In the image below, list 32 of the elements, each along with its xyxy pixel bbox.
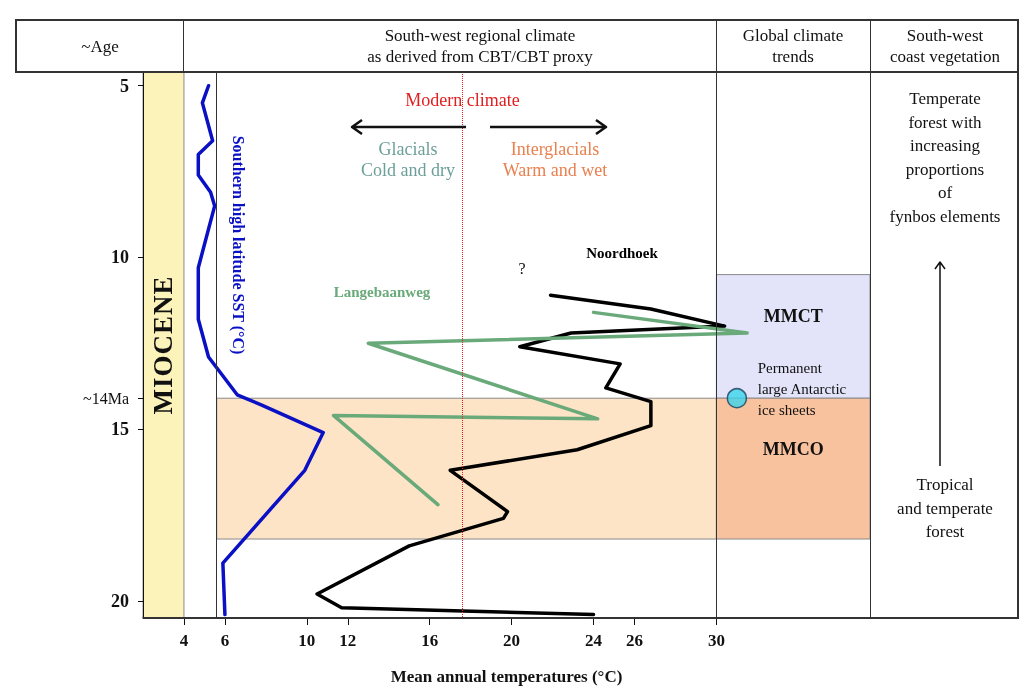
- x-tick-label: 12: [339, 631, 357, 650]
- x-tick-label: 4: [179, 631, 189, 650]
- text: South-west regional climate as derived from CBT/CBT proxy: [367, 25, 593, 67]
- annotation: Interglacials Warm and wet: [502, 139, 608, 181]
- band-label: MMCT: [763, 305, 823, 327]
- annotation: ?: [518, 258, 526, 279]
- text: Noordhoek: [586, 243, 658, 263]
- text: Global climate trends: [742, 25, 844, 67]
- y-tick-label: 15: [111, 419, 129, 440]
- band-label: MMCO: [762, 438, 824, 460]
- text: ~Age: [81, 35, 119, 57]
- x-tick-label: 6: [220, 631, 230, 650]
- annotation: Glacials Cold and dry: [361, 139, 455, 181]
- x-tick-label: 16: [421, 631, 439, 650]
- x-tick-label: 24: [585, 631, 603, 650]
- y-tick-label: 5: [120, 75, 129, 96]
- x-tick-label: 10: [298, 631, 316, 650]
- x-tick-label: 26: [625, 631, 643, 650]
- x-tick-label: 30: [707, 631, 725, 650]
- annotation: Permanent large Antarctic ice sheets: [757, 358, 847, 420]
- text: Southern high latitude SST (°C): [228, 135, 248, 355]
- ref-line-label: Modern climate: [405, 89, 520, 111]
- y-tick-label: 20: [111, 590, 129, 611]
- band-label: MIOCENE: [147, 275, 178, 415]
- text: Tropical and temperate forest: [897, 473, 993, 543]
- y-tick-label: ~14Ma: [83, 389, 129, 407]
- x-tick-label: 20: [503, 631, 521, 650]
- text: Langebaanweg: [333, 282, 431, 302]
- x-axis-title: Mean annual temperatures (°C): [390, 667, 623, 686]
- text: Temperate forest with increasing proportions of fynbos elements: [889, 87, 1001, 228]
- y-tick-label: 10: [111, 247, 129, 268]
- text: South-west coast vegetation: [890, 25, 1000, 67]
